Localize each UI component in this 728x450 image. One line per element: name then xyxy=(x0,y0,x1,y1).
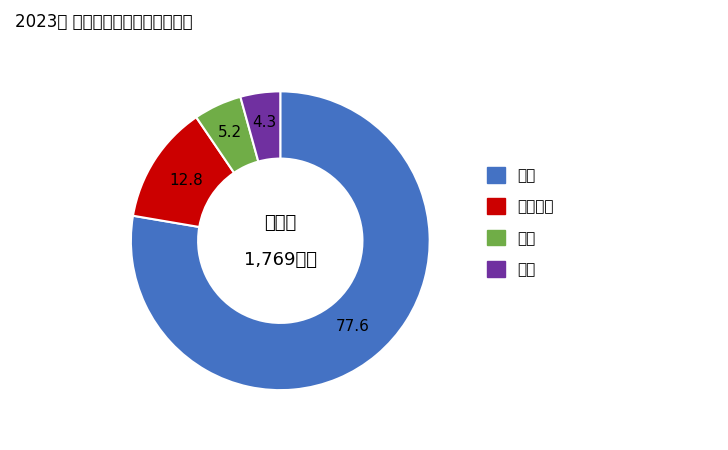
Text: 1,769万円: 1,769万円 xyxy=(244,251,317,269)
Text: 5.2: 5.2 xyxy=(218,125,242,140)
Wedge shape xyxy=(197,97,258,173)
Legend: 中国, ベトナム, 香港, 韓国: 中国, ベトナム, 香港, 韓国 xyxy=(482,162,558,282)
Text: 4.3: 4.3 xyxy=(252,115,277,130)
Wedge shape xyxy=(133,117,234,227)
Wedge shape xyxy=(240,91,280,162)
Text: 2023年 輸出相手国のシェア（％）: 2023年 輸出相手国のシェア（％） xyxy=(15,14,192,32)
Text: 77.6: 77.6 xyxy=(336,319,370,334)
Text: 総　額: 総 額 xyxy=(264,214,296,232)
Wedge shape xyxy=(131,91,430,390)
Text: 12.8: 12.8 xyxy=(169,173,203,188)
